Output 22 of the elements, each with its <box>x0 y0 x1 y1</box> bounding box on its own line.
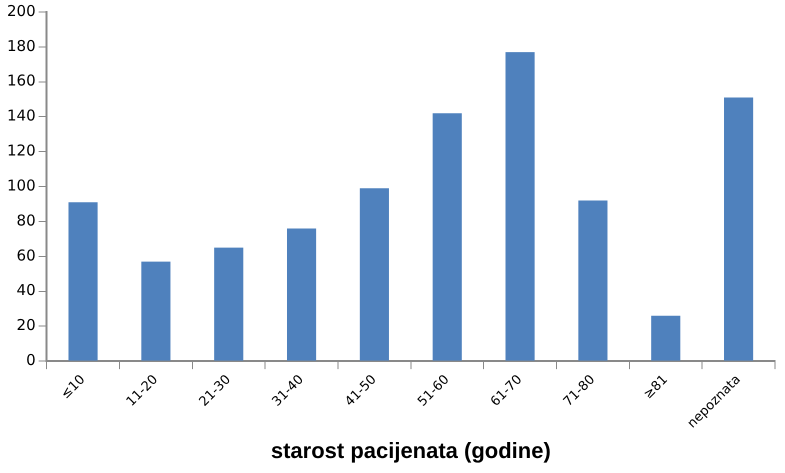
y-tick-label: 20 <box>16 316 36 334</box>
bar <box>506 52 535 361</box>
bar <box>141 262 170 361</box>
y-tick-label: 200 <box>6 2 36 20</box>
y-tick-label: 140 <box>6 106 36 125</box>
bar <box>724 98 754 361</box>
bar <box>432 113 462 361</box>
bar <box>651 316 680 361</box>
y-tick-label: 0 <box>26 351 36 369</box>
y-tick-label: 180 <box>6 36 36 55</box>
bar <box>68 202 98 361</box>
y-tick-label: 120 <box>6 142 36 160</box>
x-axis-title: starost pacijenata (godine) <box>270 438 551 463</box>
bar <box>214 248 244 361</box>
bar <box>286 228 316 361</box>
bar <box>360 188 389 361</box>
y-tick-label: 160 <box>6 72 36 90</box>
y-tick-label: 60 <box>16 246 36 264</box>
y-tick-label: 80 <box>16 211 36 230</box>
bar <box>578 200 608 361</box>
y-tick-label: 100 <box>6 176 36 194</box>
y-tick-label: 40 <box>16 281 36 300</box>
